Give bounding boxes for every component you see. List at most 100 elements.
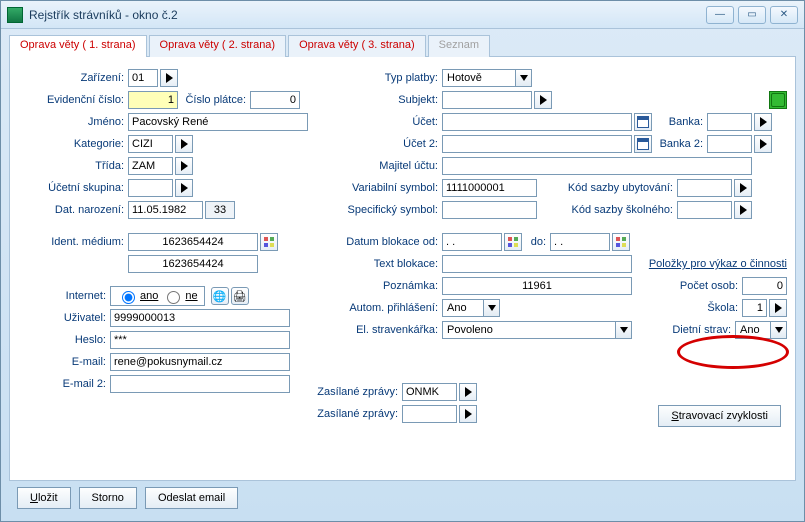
footer: Uložit Storno Odeslat email (9, 481, 796, 515)
ucetni-skupina-lookup-button[interactable] (175, 179, 193, 197)
ucet2-calendar-button[interactable] (634, 135, 652, 153)
uzivatel-field[interactable] (110, 309, 290, 327)
ident-medium-card-button[interactable] (260, 233, 278, 251)
label-trida: Třída: (10, 160, 128, 172)
kod-sazby-ubyt-lookup-button[interactable] (734, 179, 752, 197)
internet-ne-radio[interactable]: ne (162, 288, 197, 304)
ident-medium-field-2[interactable] (128, 255, 258, 273)
label-email: E-mail: (10, 356, 110, 368)
banka2-lookup-button[interactable] (754, 135, 772, 153)
internet-globe-button[interactable]: 🌐 (211, 287, 229, 305)
kategorie-field[interactable] (128, 135, 173, 153)
internet-print-button[interactable]: 🖨 (231, 287, 249, 305)
zasilane-zpravy-field[interactable] (402, 383, 457, 401)
chevron-down-icon[interactable] (483, 300, 499, 316)
label-dietni-strav: Dietní strav: (655, 324, 735, 336)
blokace-od-date-button[interactable] (504, 233, 522, 251)
label-ucet: Účet: (330, 116, 442, 128)
internet-ano-radio[interactable]: ano (117, 288, 158, 304)
label-jmeno: Jméno: (10, 116, 128, 128)
kod-sazby-ubyt-field[interactable] (677, 179, 732, 197)
pocet-osob-field[interactable] (742, 277, 787, 295)
calendar-icon (637, 138, 649, 150)
kategorie-lookup-button[interactable] (175, 135, 193, 153)
heslo-field[interactable] (110, 331, 290, 349)
tab-page-1[interactable]: Oprava věty ( 1. strana) (9, 35, 147, 57)
evidencni-cislo-field[interactable] (128, 91, 178, 109)
label-do: do: (522, 236, 550, 248)
subjekt-field[interactable] (442, 91, 532, 109)
refresh-icon (771, 93, 785, 107)
email-field[interactable] (110, 353, 290, 371)
chevron-down-icon[interactable] (615, 322, 631, 338)
tab-seznam[interactable]: Seznam (428, 35, 490, 57)
chevron-down-icon[interactable] (515, 70, 531, 86)
ident-medium-field[interactable] (128, 233, 258, 251)
dat-narozeni-field[interactable] (128, 201, 203, 219)
zasilane-zpravy2-lookup-button[interactable] (459, 405, 477, 423)
datum-blokace-do-field[interactable] (550, 233, 610, 251)
stravovaci-zvyklosti-button[interactable]: Stravovací zvyklosti (658, 405, 781, 427)
subjekt-lookup-button[interactable] (534, 91, 552, 109)
label-specificky-symbol: Specifický symbol: (330, 204, 442, 216)
banka2-field[interactable] (707, 135, 752, 153)
label-datum-blokace-od: Datum blokace od: (330, 236, 442, 248)
skola-lookup-button[interactable] (769, 299, 787, 317)
banka-field[interactable] (707, 113, 752, 131)
typ-platby-combo[interactable]: Hotově (442, 69, 532, 87)
label-text-blokace: Text blokace: (330, 258, 442, 270)
text-blokace-field[interactable] (442, 255, 632, 273)
polozky-vykaz-link[interactable]: Položky pro výkaz o činnosti (649, 258, 787, 270)
variabilni-symbol-field[interactable] (442, 179, 537, 197)
ucet2-field[interactable] (442, 135, 632, 153)
poznamka-field[interactable] (442, 277, 632, 295)
maximize-button[interactable]: ▭ (738, 6, 766, 24)
odeslat-email-button[interactable]: Odeslat email (145, 487, 238, 509)
label-cislo-platce: Číslo plátce: (178, 94, 250, 106)
zarizeni-lookup-button[interactable] (160, 69, 178, 87)
ucet-field[interactable] (442, 113, 632, 131)
el-stravenkarka-combo[interactable]: Povoleno (442, 321, 632, 339)
window-title: Rejstřík strávníků - okno č.2 (29, 8, 706, 22)
kod-sazby-skol-lookup-button[interactable] (734, 201, 752, 219)
label-poznamka: Poznámka: (330, 280, 442, 292)
zasilane-zpravy-lookup-button[interactable] (459, 383, 477, 401)
trida-lookup-button[interactable] (175, 157, 193, 175)
app-window: Rejstřík strávníků - okno č.2 — ▭ ✕ Opra… (0, 0, 805, 522)
trida-field[interactable] (128, 157, 173, 175)
ulozit-button[interactable]: Uložit (17, 487, 71, 509)
banka-lookup-button[interactable] (754, 113, 772, 131)
blokace-do-date-button[interactable] (612, 233, 630, 251)
chevron-down-icon[interactable] (770, 322, 786, 338)
autom-prihlaseni-combo[interactable]: Ano (442, 299, 500, 317)
tab-page-2[interactable]: Oprava věty ( 2. strana) (149, 35, 287, 57)
datum-blokace-od-field[interactable] (442, 233, 502, 251)
email2-field[interactable] (110, 375, 290, 393)
zarizeni-field[interactable] (128, 69, 158, 87)
label-heslo: Heslo: (10, 334, 110, 346)
storno-button[interactable]: Storno (79, 487, 137, 509)
window-buttons: — ▭ ✕ (706, 6, 798, 24)
calendar-icon (637, 116, 649, 128)
subjekt-green-button[interactable] (769, 91, 787, 109)
label-zasilane-zpravy: Zasílané zprávy: (302, 386, 402, 398)
dietni-strav-combo[interactable]: Ano (735, 321, 787, 339)
cislo-platce-field[interactable] (250, 91, 300, 109)
label-skola: Škola: (662, 302, 742, 314)
specificky-symbol-field[interactable] (442, 201, 537, 219)
label-email2: E-mail 2: (10, 378, 110, 390)
skola-field[interactable] (742, 299, 767, 317)
tab-page-3[interactable]: Oprava věty ( 3. strana) (288, 35, 426, 57)
ucetni-skupina-field[interactable] (128, 179, 173, 197)
content-area: Oprava věty ( 1. strana) Oprava věty ( 2… (1, 29, 804, 521)
ucet-calendar-button[interactable] (634, 113, 652, 131)
minimize-button[interactable]: — (706, 6, 734, 24)
zasilane-zpravy2-field[interactable] (402, 405, 457, 423)
majitel-uctu-field[interactable] (442, 157, 752, 175)
date-picker-icon (616, 237, 626, 247)
card-icon (264, 237, 274, 247)
kod-sazby-skol-field[interactable] (677, 201, 732, 219)
titlebar: Rejstřík strávníků - okno č.2 — ▭ ✕ (1, 1, 804, 29)
close-button[interactable]: ✕ (770, 6, 798, 24)
jmeno-field[interactable] (128, 113, 308, 131)
